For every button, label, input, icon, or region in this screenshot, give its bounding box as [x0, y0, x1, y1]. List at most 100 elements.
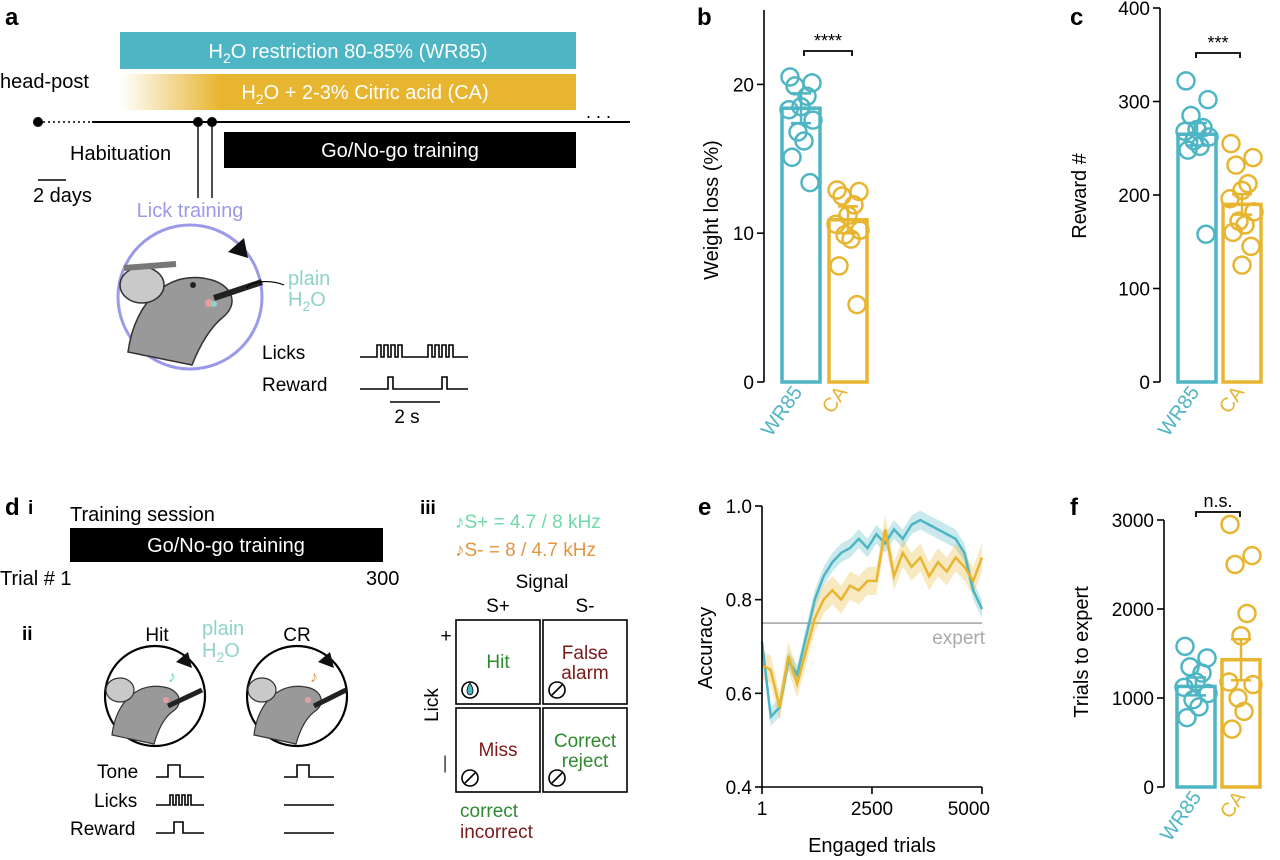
seconds-scale-label: 2 s [394, 407, 419, 428]
cell-hit-label: Hit [486, 652, 510, 673]
hit-mouse-nose [163, 697, 169, 703]
point-c-1-0 [1221, 133, 1241, 154]
point-f-0-8 [1189, 697, 1209, 717]
point-f-1-2 [1225, 554, 1245, 575]
lick-spout [213, 279, 263, 301]
point-b-0-5 [779, 99, 799, 120]
point-c-1-2 [1226, 155, 1246, 175]
panel-a: a H2O restriction 80-85% (WR85) H2O + 2-… [0, 4, 630, 428]
lick-minus-label: — [437, 756, 456, 773]
trial-end-label: 300 [366, 568, 399, 590]
s-plus-definition: ♪S+ = 4.7 / 8 kHz [455, 512, 601, 533]
panel-label-diii: iii [420, 498, 436, 519]
cr-tone-trace [284, 764, 334, 778]
session-bar [70, 528, 383, 562]
wr85-bar-label: H2O restriction 80-85% (WR85) [209, 41, 488, 66]
panel-label-c: c [1070, 4, 1083, 31]
point-b-1-9 [829, 256, 849, 276]
panel-label-e: e [698, 494, 711, 521]
ytick-label-c-1: 100 [1118, 280, 1150, 301]
bars-c [1175, 71, 1264, 384]
sem-band-ca [762, 515, 982, 722]
ticks-e: 0.4 0.6 0.8 1.0 1 2500 5000 [726, 497, 990, 820]
panel-e: e Accuracy Engaged trials 0.4 0.6 0.8 1.0 1 2… [695, 494, 990, 857]
h2o-label-a: H2O [288, 289, 326, 314]
head-post-implant [123, 261, 177, 271]
hit-licks-trace [156, 794, 204, 806]
ytick-label-f-1: 1000 [1112, 689, 1154, 710]
reward-label-a: Reward [262, 375, 327, 396]
point-f-1-4 [1231, 625, 1251, 646]
cell-fa-label-2: alarm [561, 663, 609, 684]
xtick-label-e-2: 5000 [948, 799, 990, 820]
point-f-1-1 [1242, 545, 1262, 566]
point-f-0-5 [1174, 677, 1194, 698]
ytick-label-f-3: 3000 [1112, 511, 1154, 532]
point-f-1-6 [1243, 674, 1263, 695]
ylabel-c: Reward # [1069, 152, 1091, 238]
ylabel-b: Weight loss (%) [701, 140, 723, 280]
lick-row-label: Lick [422, 688, 443, 722]
xtick-c-wr85: WR85 [1154, 382, 1204, 440]
expert-label: expert [932, 628, 986, 649]
point-f-1-9 [1222, 719, 1242, 739]
water-drop-icon [461, 681, 479, 699]
head-post-dot [33, 117, 43, 127]
hit-note-icon: ♪ [168, 669, 176, 686]
point-c-1-11 [1232, 255, 1252, 275]
point-f-0-0 [1175, 636, 1195, 657]
speaker-icon [228, 238, 248, 258]
cell-cr-label-1: Correct [554, 731, 617, 752]
panel-d: d i Training session Go/No-go training T… [0, 494, 628, 843]
no-reward-icon-cr [548, 769, 566, 787]
point-b-0-4 [791, 96, 811, 117]
xtick-f-ca: CA [1216, 787, 1250, 823]
cell-miss-label: Miss [478, 740, 517, 761]
point-b-0-9 [782, 147, 802, 168]
point-c-1-1 [1243, 147, 1263, 168]
mouse-ear [119, 266, 165, 304]
panel-label-b: b [697, 4, 712, 31]
point-b-1-3 [844, 195, 864, 215]
point-c-0-0 [1176, 71, 1196, 91]
bar-c-wr85 [1176, 132, 1218, 384]
point-c-1-10 [1241, 236, 1261, 257]
hit-spout [166, 687, 204, 709]
hit-mouse-illustration: ♪ [103, 644, 207, 748]
cr-mouse-ear [247, 677, 277, 703]
ylabel-f: Trials to expert [1071, 586, 1093, 718]
plain-label-d: plain [202, 618, 244, 640]
training-session-label: Training session [70, 504, 215, 526]
point-f-1-3 [1237, 603, 1257, 624]
ytick-label-b-1: 10 [733, 224, 754, 245]
point-c-1-6 [1244, 202, 1264, 222]
ytick-label-f-2: 2000 [1112, 600, 1154, 621]
mouse-nose [205, 299, 213, 307]
hit-speaker-icon [176, 652, 192, 668]
mouse-illustration-a [116, 223, 285, 371]
point-b-1-8 [841, 229, 861, 249]
plain-label-a: plain [288, 268, 330, 290]
point-c-1-5 [1220, 188, 1240, 209]
panel-label-dii: ii [22, 624, 33, 645]
plot-e [760, 510, 984, 727]
point-b-0-2 [785, 76, 805, 96]
panel-label-di: i [28, 498, 33, 519]
point-c-1-3 [1238, 174, 1258, 194]
ylabel-e: Accuracy [695, 607, 717, 689]
hit-mouse-ear [105, 677, 135, 703]
xlabel-e: Engaged trials [808, 835, 936, 857]
point-c-0-8 [1190, 136, 1210, 157]
point-c-0-10 [1196, 224, 1216, 245]
ytick-label-c-4: 400 [1118, 0, 1150, 20]
xtick-f-wr85: WR85 [1156, 787, 1206, 845]
sig-label-f: n.s. [1203, 491, 1232, 511]
ytick-label-e-1: 0.6 [726, 684, 752, 705]
sig-bracket-f [1195, 511, 1241, 517]
head-post-label: head-post [0, 71, 89, 93]
bars-f [1174, 514, 1263, 789]
point-b-0-8 [794, 131, 814, 151]
point-b-0-3 [797, 86, 817, 107]
water-drop-icon [211, 301, 217, 307]
series-line-ca [761, 529, 984, 708]
